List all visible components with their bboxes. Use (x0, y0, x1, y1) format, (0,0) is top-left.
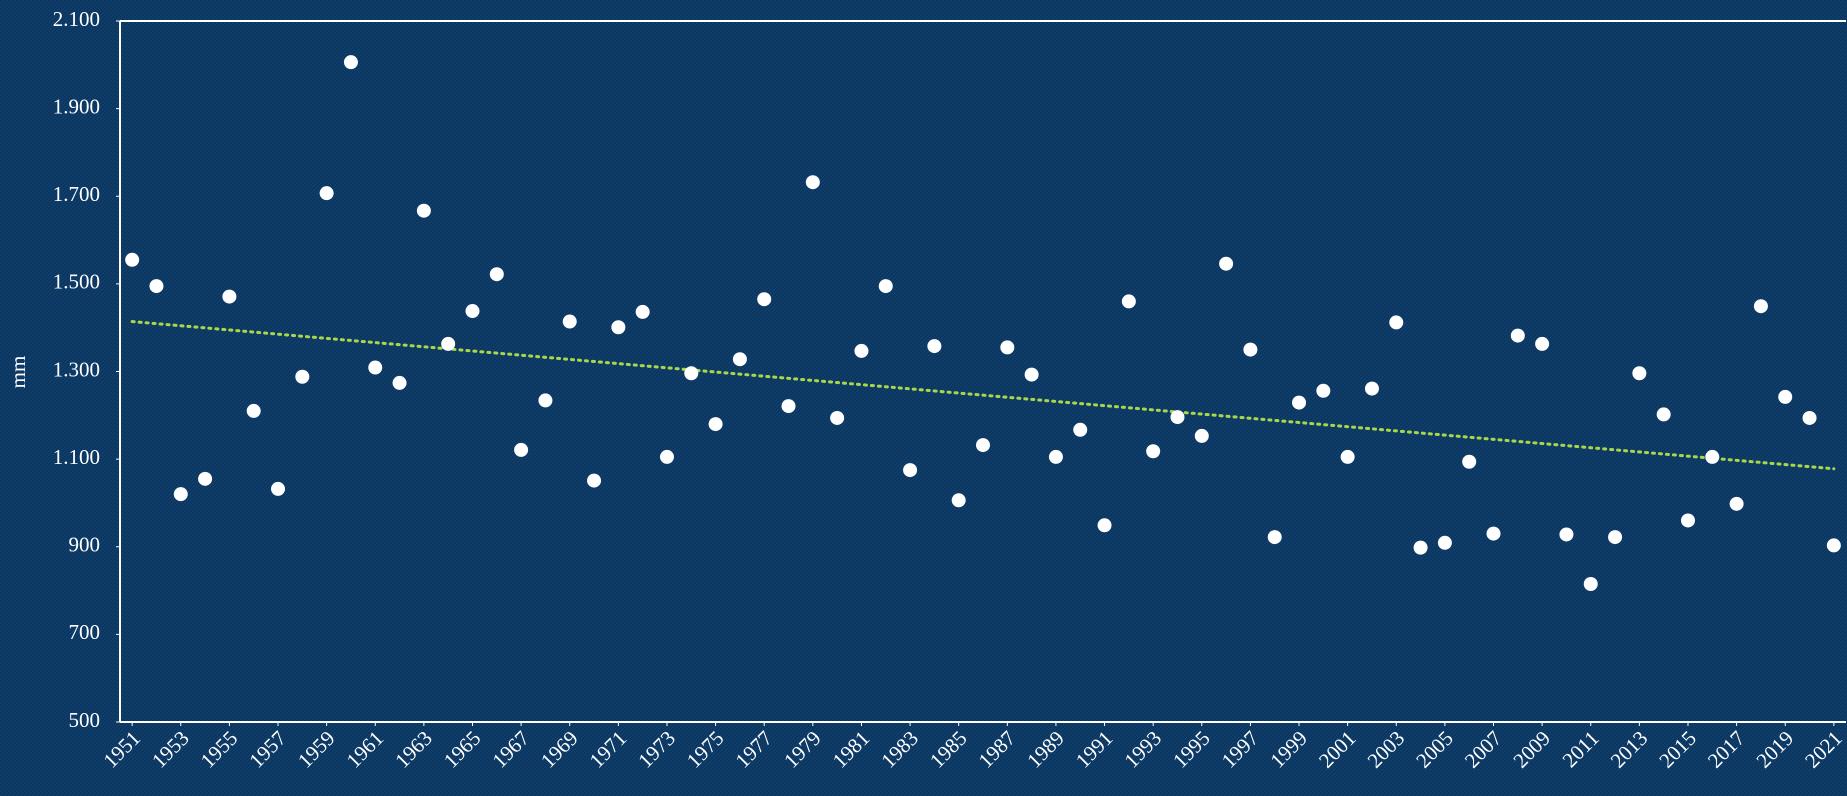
data-point (246, 403, 261, 418)
data-point (1778, 389, 1793, 404)
data-point (878, 279, 893, 294)
data-point (1121, 294, 1136, 309)
data-point (1243, 342, 1258, 357)
data-point (222, 289, 237, 304)
data-point (854, 343, 869, 358)
data-point (343, 55, 358, 70)
y-tick-label: 900 (69, 533, 101, 557)
data-point (1194, 428, 1209, 443)
data-point (1267, 530, 1282, 545)
data-point (1048, 449, 1063, 464)
data-point (1413, 540, 1428, 555)
data-point (732, 352, 747, 367)
data-point (805, 175, 820, 190)
data-point (830, 410, 845, 425)
data-point (441, 336, 456, 351)
data-point (611, 320, 626, 335)
data-point (1729, 496, 1744, 511)
data-point (951, 493, 966, 508)
data-point (416, 203, 431, 218)
data-point (659, 449, 674, 464)
y-tick-label: 2.100 (53, 7, 100, 31)
y-tick-label: 1.500 (53, 270, 100, 294)
data-point (1535, 336, 1550, 351)
y-tick-label: 1.100 (53, 445, 100, 469)
data-point (1292, 395, 1307, 410)
data-point (562, 314, 577, 329)
data-point (1097, 518, 1112, 533)
data-point (1510, 328, 1525, 343)
data-point (1219, 256, 1234, 271)
data-point (1437, 535, 1452, 550)
data-point (489, 267, 504, 282)
data-point (1000, 340, 1015, 355)
data-point (1364, 381, 1379, 396)
data-point (927, 339, 942, 354)
y-tick-label: 1.300 (53, 357, 100, 381)
data-point (781, 399, 796, 414)
y-tick-label: 700 (69, 620, 101, 644)
data-point (708, 417, 723, 432)
data-point (1826, 538, 1841, 553)
data-point (392, 375, 407, 390)
data-point (465, 304, 480, 319)
data-point (1559, 527, 1574, 542)
data-point (1170, 410, 1185, 425)
data-point (587, 473, 602, 488)
data-point (1705, 449, 1720, 464)
data-point (1024, 367, 1039, 382)
data-point (1073, 422, 1088, 437)
data-point (903, 463, 918, 478)
data-point (1608, 530, 1623, 545)
data-point (1802, 410, 1817, 425)
data-point (538, 393, 553, 408)
trendline (130, 320, 1836, 471)
data-point (635, 304, 650, 319)
data-point (368, 360, 383, 375)
data-point (1583, 576, 1598, 591)
data-point (1316, 383, 1331, 398)
data-point (514, 442, 529, 457)
data-point (295, 369, 310, 384)
data-point (1632, 366, 1647, 381)
data-point (1389, 315, 1404, 330)
data-point (1462, 454, 1477, 469)
data-point (757, 292, 772, 307)
data-point (1680, 513, 1695, 528)
y-axis-label: mm (6, 356, 30, 389)
data-point (149, 279, 164, 294)
data-point (1340, 449, 1355, 464)
data-point (1656, 407, 1671, 422)
data-point (173, 487, 188, 502)
data-point (271, 481, 286, 496)
data-point (976, 438, 990, 453)
data-point (125, 252, 140, 267)
data-point (1146, 444, 1161, 459)
y-tick-label: 1.700 (53, 182, 100, 206)
y-tick-label: 1.900 (53, 94, 100, 118)
data-point (684, 366, 699, 381)
data-point (1486, 526, 1501, 541)
data-point (198, 471, 213, 486)
data-point (1753, 299, 1768, 314)
y-tick-label: 500 (69, 708, 101, 732)
data-point (319, 186, 334, 201)
